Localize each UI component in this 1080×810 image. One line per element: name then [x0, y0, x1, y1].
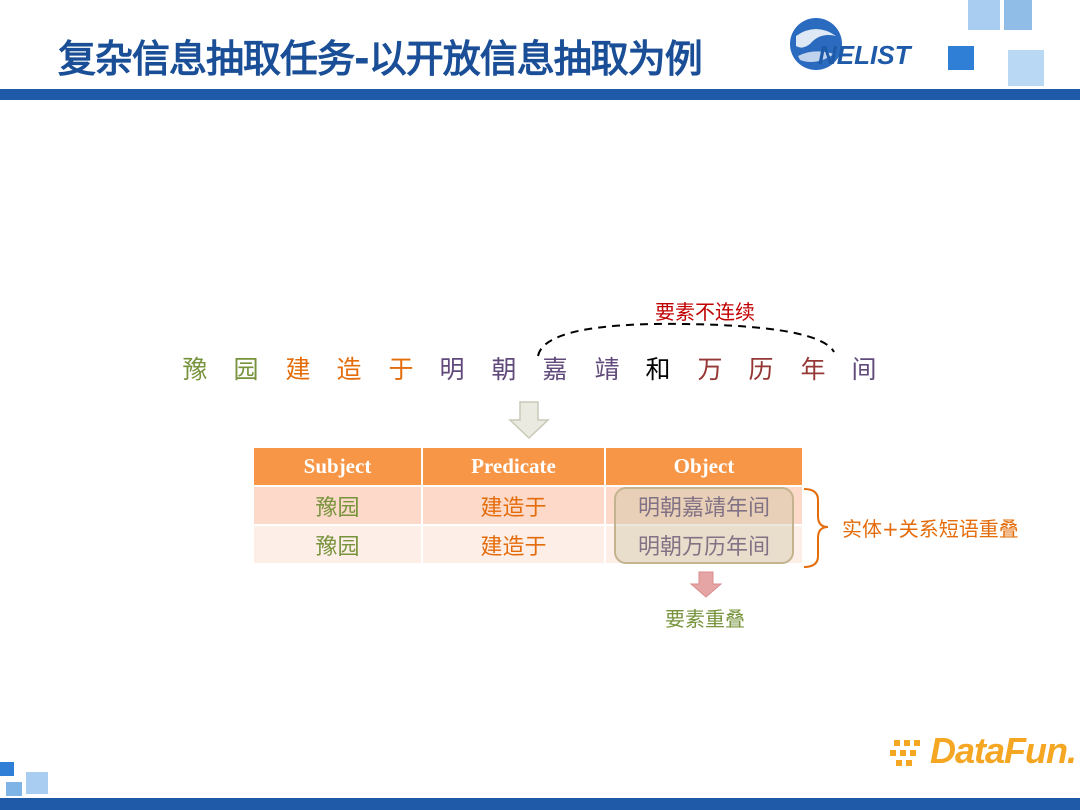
- deco-square-5: [0, 762, 14, 776]
- header-subject: Subject: [254, 448, 423, 487]
- cell-object: 明朝嘉靖年间: [605, 486, 802, 526]
- cell-predicate: 建造于: [422, 525, 606, 565]
- sentence-char: 园: [233, 355, 259, 384]
- sentence-char: 历: [748, 355, 774, 384]
- deco-square-7: [6, 782, 22, 796]
- down-arrow-icon: [508, 401, 550, 440]
- sentence-char: 万: [697, 355, 723, 384]
- sentence-char: 靖: [594, 355, 620, 384]
- cell-subject: 豫园: [254, 486, 423, 526]
- header-predicate: Predicate: [422, 448, 606, 487]
- sentence-char: 明: [439, 355, 465, 384]
- sentence-char: 于: [388, 355, 414, 384]
- sentence-char: 朝: [491, 355, 517, 384]
- sentence-char: 造: [336, 355, 362, 384]
- sentence-char: 建: [285, 355, 311, 384]
- deco-square-3: [948, 46, 974, 70]
- discontinuous-label: 要素不连续: [655, 300, 755, 324]
- sentence-char: 年: [800, 355, 826, 384]
- overlap-entity-relation-label: 实体+关系短语重叠: [842, 517, 1019, 541]
- deco-square-1: [968, 0, 1000, 30]
- datafun-brand-text: DataFun.: [930, 730, 1077, 771]
- element-overlap-label: 要素重叠: [665, 607, 745, 631]
- deco-square-2: [1004, 0, 1032, 30]
- deco-square-6: [26, 772, 48, 794]
- bracket-icon: [803, 488, 829, 568]
- sentence-char: 豫: [182, 355, 208, 384]
- table-row: 豫园 建造于 明朝嘉靖年间: [254, 486, 802, 526]
- deco-square-4: [1008, 50, 1044, 86]
- slide-title: 复杂信息抽取任务-以开放信息抽取为例: [58, 37, 703, 81]
- nelist-logo: NELIST: [790, 18, 913, 70]
- header-object: Object: [605, 448, 802, 487]
- svg-text:NELIST: NELIST: [818, 40, 913, 70]
- table-header-row: Subject Predicate Object: [254, 448, 802, 487]
- sentence-char: 嘉: [542, 355, 568, 384]
- cell-predicate: 建造于: [422, 486, 606, 526]
- cell-object: 明朝万历年间: [605, 525, 802, 565]
- example-sentence: 豫 园 建 造 于 明 朝 嘉 靖 和 万 历 年 间: [0, 352, 1080, 392]
- table-row: 豫园 建造于 明朝万历年间: [254, 525, 802, 565]
- cell-subject: 豫园: [254, 525, 423, 565]
- object-overlap-highlight: [614, 487, 794, 564]
- datafun-logo: DataFun.: [890, 730, 1077, 775]
- sentence-char: 和: [645, 355, 671, 384]
- sentence-char: 间: [851, 355, 877, 384]
- header-bar: [0, 89, 1080, 100]
- triple-table: Subject Predicate Object 豫园 建造于 明朝嘉靖年间 豫…: [254, 448, 802, 565]
- down-arrow-small-icon: [689, 571, 723, 598]
- footer-bar: [0, 798, 1080, 810]
- datafun-dots-icon: [890, 740, 920, 766]
